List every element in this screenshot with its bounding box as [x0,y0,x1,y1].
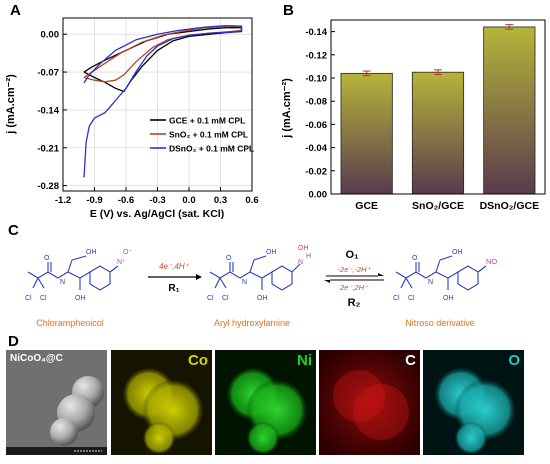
nitroso-no-label: NO [486,257,497,266]
cv-legend-label-3: DSnO₂ + 0.1 mM CPL [169,144,254,154]
o-label-3: O [412,255,418,262]
bar-y-tick-label: -0.10 [305,74,327,85]
c-map-tile: C [319,350,420,455]
cl-label-6: Cl [408,295,415,302]
bar-1 [340,72,393,195]
cl-label-5: Cl [393,295,400,302]
bar-2 [411,71,465,195]
ni-map-image [227,368,307,454]
oh-label-1: OH [86,249,97,256]
cl-label-4: Cl [222,295,229,302]
oh-label-2: OH [75,295,86,302]
cv-x-tick-label: 0.3 [214,195,227,206]
sem-particle-image [6,350,107,455]
n-label-1: N [60,279,65,286]
n-label-2: N [242,279,247,286]
arrow2-bottom-label: 2e⁻,2H⁺ [339,283,369,292]
arrow1-bottom-label: R₁ [168,283,179,294]
cv-x-tick-label: 0.6 [245,195,258,206]
bar-3 [483,26,536,195]
cv-series-line-3 [83,24,243,178]
sem-image-tile: NiCoO₄@C [6,350,107,455]
bar-category-label-1: GCE [355,200,378,212]
o-map-label: O [508,352,520,369]
cv-x-tick-label: -0.6 [118,195,134,206]
oh-label-5: OH [452,249,463,256]
reaction-arrow-2-forward-head [378,273,384,276]
o-map-image [435,368,515,454]
panel-label-d: D [8,333,19,350]
o-map-tile: O [423,350,524,455]
bar-y-axis-label: j (mA.cm⁻²) [281,78,293,139]
cv-x-tick-label: 0.0 [182,195,195,206]
chloramphenicol-structure [27,255,119,291]
cl-label-1: Cl [25,295,32,302]
arrow1-top-label: 4e⁻,4H⁺ [159,262,190,271]
bar-plot-frame [330,19,546,195]
co-map-image [123,368,203,454]
oh-label-6: OH [443,295,454,302]
reaction-arrow-1-head [196,274,202,280]
o-label-1: O [44,255,50,262]
cv-legend: GCE + 0.1 mM CPL SnO₂ + 0.1 mM CPL DSnO₂ +… [150,116,254,154]
o1-label: O₁ [345,249,359,261]
cv-y-tick-label: -0.14 [37,105,59,116]
cv-legend-label-2: SnO₂ + 0.1 mM CPL [169,130,248,140]
cv-y-tick-label: -0.07 [37,68,59,79]
oh-label-4: OH [257,295,268,302]
reaction-scheme: Cl Cl O N OH OH N⁺ O⁻ Chloramphenicol 4e… [25,245,497,328]
hydroxylamine-n-label: N [298,259,303,266]
ni-map-label: Ni [297,352,312,369]
panel-label-b: B [283,2,294,19]
cv-y-tick-label: -0.28 [37,181,59,192]
c-map-label: C [405,352,416,369]
n-label-3: N [428,279,433,286]
cv-x-tick-label: -0.9 [86,195,102,206]
c-map-image [319,350,420,455]
nitro-n-label: N⁺ [117,259,126,266]
co-map-label: Co [188,352,208,369]
cv-x-tick-label: -0.3 [149,195,165,206]
nitroso-structure [395,255,487,291]
bar-category-label-2: SnO₂/GCE [412,200,464,212]
cl-label-3: Cl [207,295,214,302]
nitro-o-label: O⁻ [123,249,132,256]
sem-label: NiCoO₄@C [10,353,63,364]
cv-legend-label-1: GCE + 0.1 mM CPL [169,116,245,126]
panel-label-a: A [10,2,21,19]
cv-y-tick-label: 0.00 [41,30,60,41]
cv-x-axis-label: E (V) vs. Ag/AgCl (sat. KCl) [90,208,224,220]
cv-chart: 0.00 -0.07 -0.14 -0.21 -0.28 -1.2 -0.9 -0.6 -0.3… [5,17,259,220]
cv-x-tick-label: -1.2 [55,195,71,206]
aryl-hydroxylamine-structure [209,255,301,291]
co-map-tile: Co [111,350,212,455]
aryl-hydroxylamine-name: Aryl hydroxylamine [214,318,290,328]
bar-y-tick-label: -0.04 [305,143,327,154]
cv-y-tick-label: -0.21 [37,143,59,154]
bar-y-tick-label: 0.00 [309,190,328,201]
reaction-arrow-2-back-head [324,280,330,283]
bar-y-tick-label: -0.02 [305,166,327,177]
cv-y-axis-label: j (mA.cm⁻²) [5,74,17,135]
oh-label-3: OH [266,249,277,256]
bar-category-label-3: DSnO₂/GCE [480,200,540,212]
ni-map-tile: Ni [215,350,316,455]
o-label-2: O [226,255,232,262]
cl-label-2: Cl [40,295,47,302]
r2-label: R₂ [348,297,361,309]
hydroxylamine-h-label: H [306,253,311,260]
chloramphenicol-name: Chloramphenicol [36,318,104,328]
bar-chart: 0.00 -0.02 -0.04 -0.06 -0.08 -0.10 -0.12 -0.14 G… [281,19,546,212]
bar-y-tick-label: -0.12 [305,50,327,61]
panel-label-c: C [8,222,19,239]
arrow2-top-label: -2e⁻,-2H⁺ [338,265,372,274]
bar-y-tick-label: -0.14 [305,27,327,38]
hydroxylamine-oh-label: OH [298,245,309,252]
nitroso-name: Nitroso derivative [405,318,475,328]
bar-y-tick-label: -0.06 [305,120,327,131]
bar-y-tick-label: -0.08 [305,97,327,108]
